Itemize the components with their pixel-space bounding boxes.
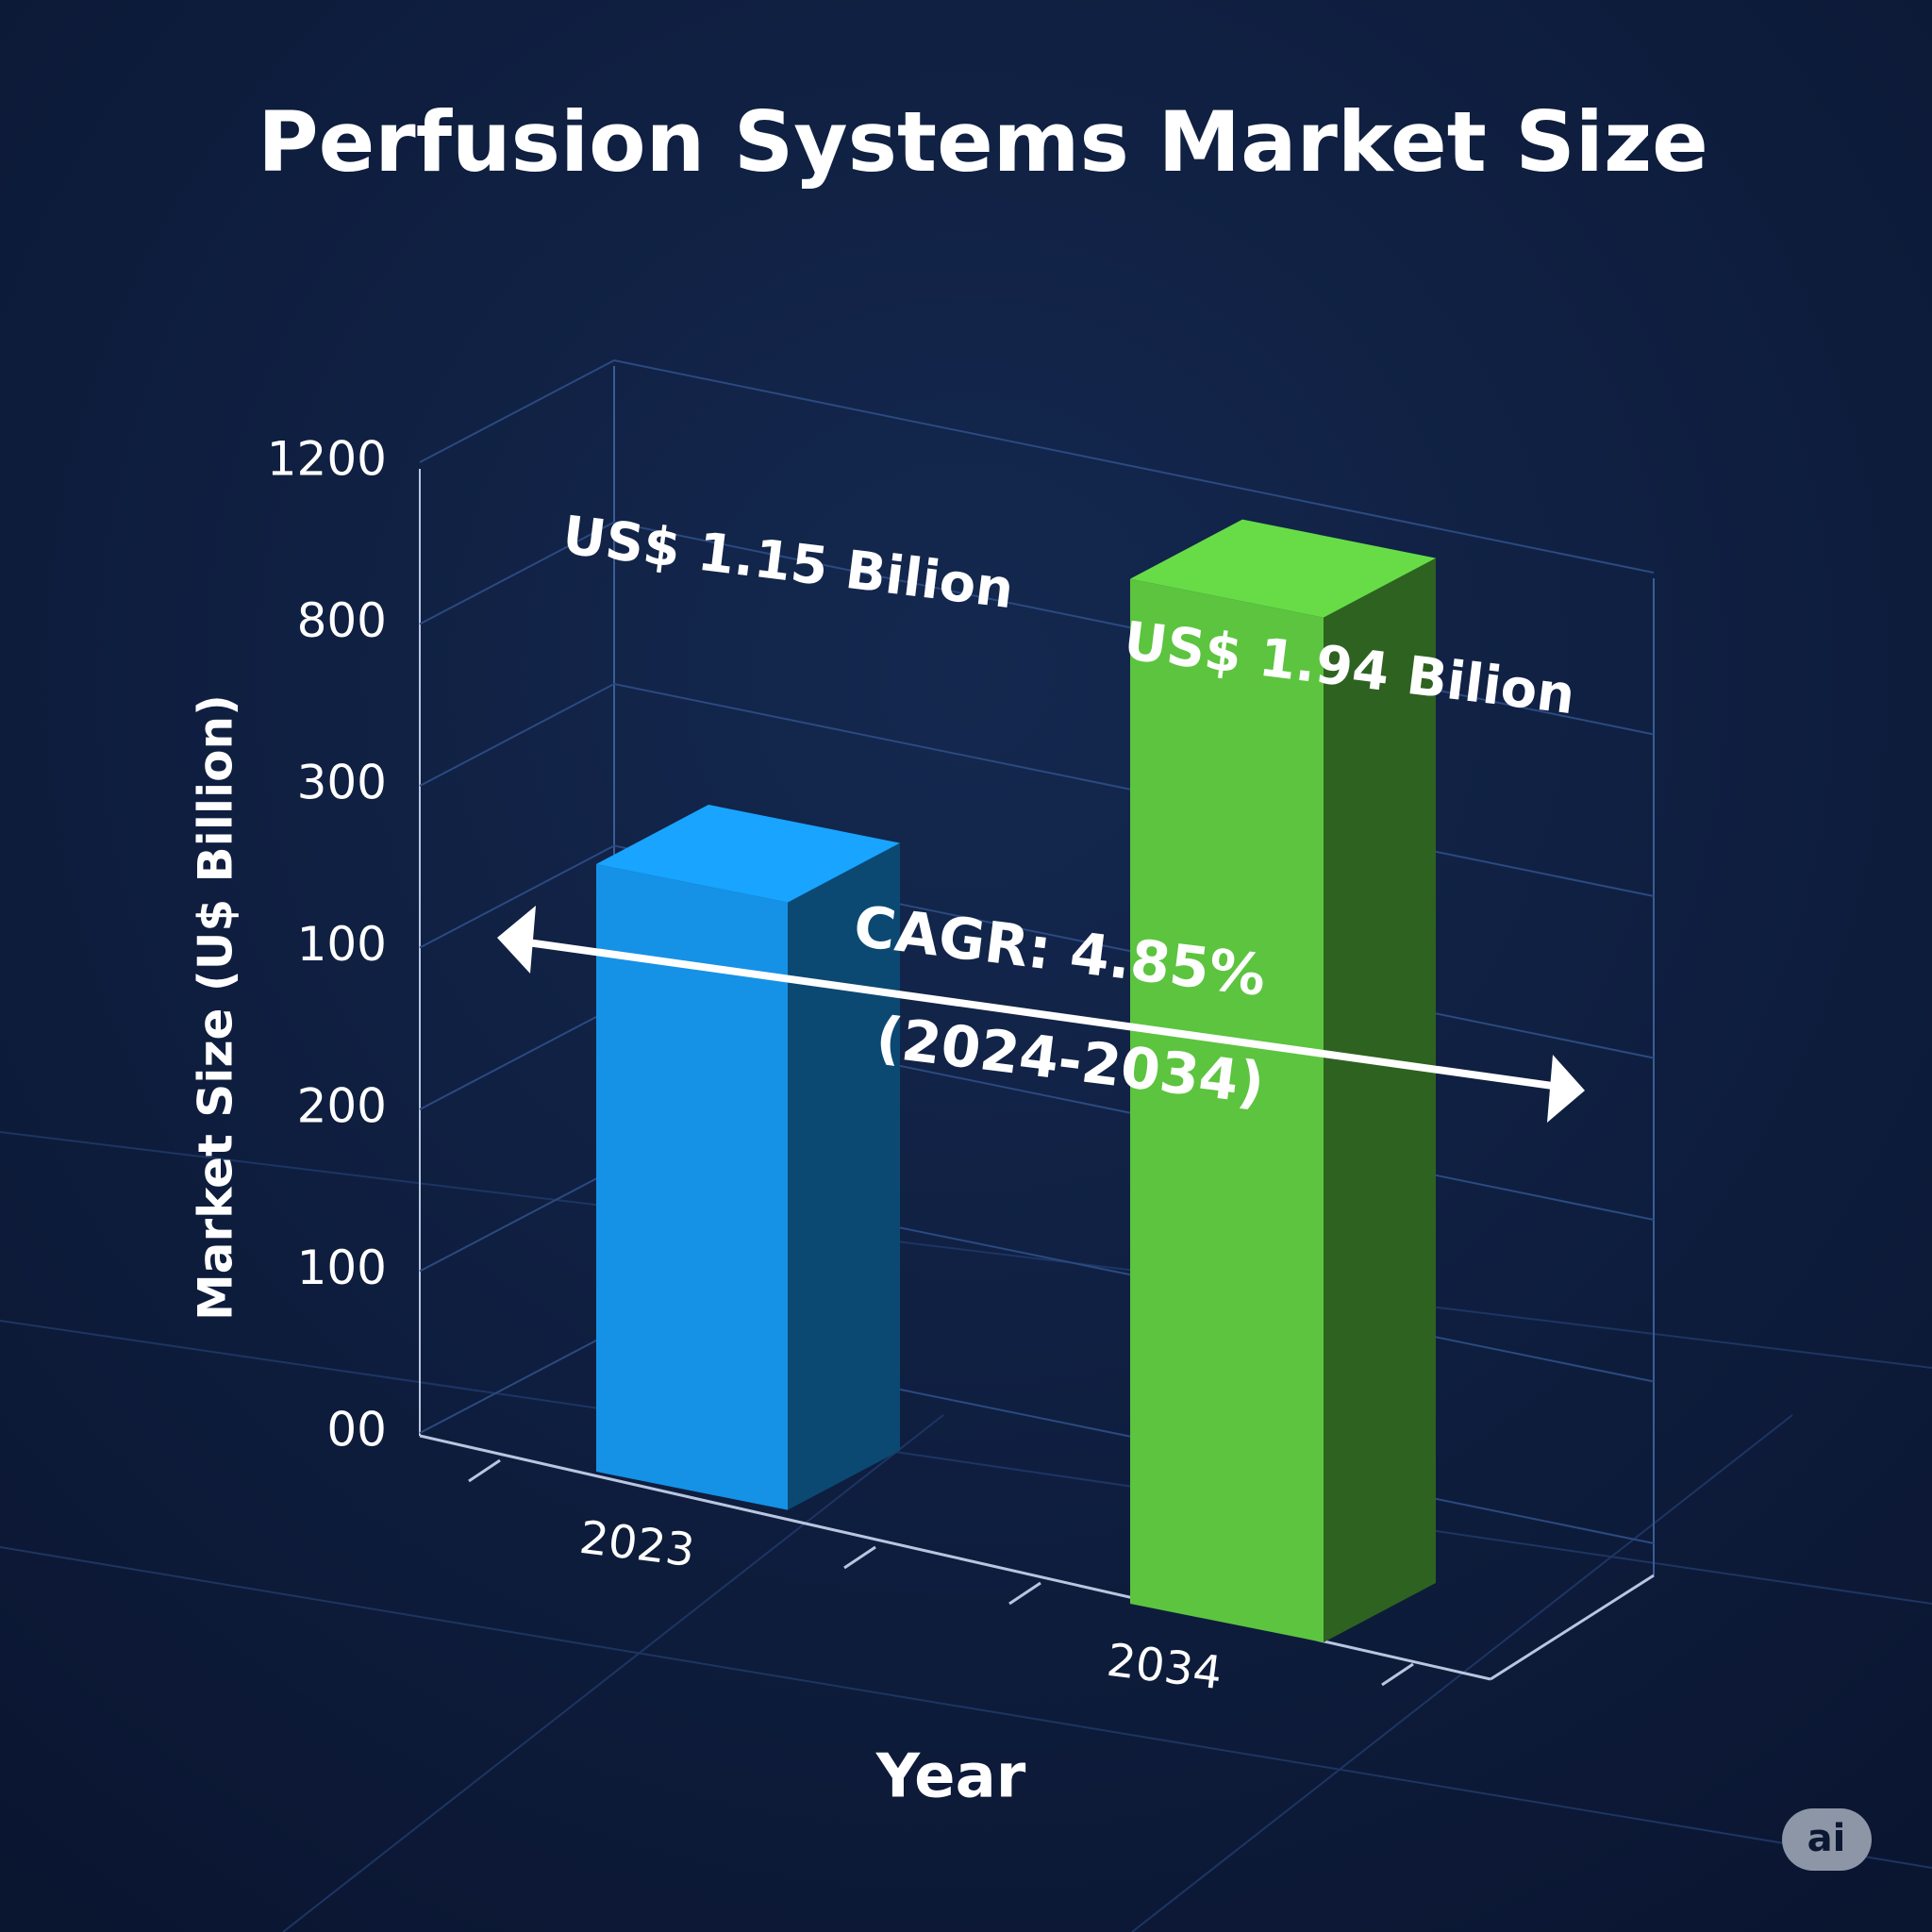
bar-top xyxy=(596,805,900,903)
y-tick-label: 100 xyxy=(297,917,387,972)
bar-top xyxy=(1130,519,1436,618)
grid-line xyxy=(419,358,1655,574)
bar-side xyxy=(1324,558,1436,1642)
y-tick-label: 200 xyxy=(297,1079,387,1134)
x-axis-title: Year xyxy=(875,1742,1026,1812)
y-axis-title: Market Size (U$ Billion) xyxy=(189,694,243,1321)
bars xyxy=(596,519,1436,1642)
badge-text: ai xyxy=(1807,1817,1846,1860)
bar-front xyxy=(596,864,788,1510)
y-tick-label: 1200 xyxy=(267,432,387,487)
cagr-arrow xyxy=(497,906,1585,1123)
chart-title: Perfusion Systems Market Size xyxy=(258,93,1708,191)
floor-grid xyxy=(0,1131,1932,1932)
bar-front xyxy=(1130,578,1324,1642)
y-tick-label: 00 xyxy=(326,1403,387,1457)
badge xyxy=(1782,1808,1872,1871)
y-tick-label: 300 xyxy=(297,756,387,810)
y-tick-label: 100 xyxy=(297,1241,387,1295)
y-tick-label: 800 xyxy=(297,593,387,648)
bar-side xyxy=(788,842,900,1510)
